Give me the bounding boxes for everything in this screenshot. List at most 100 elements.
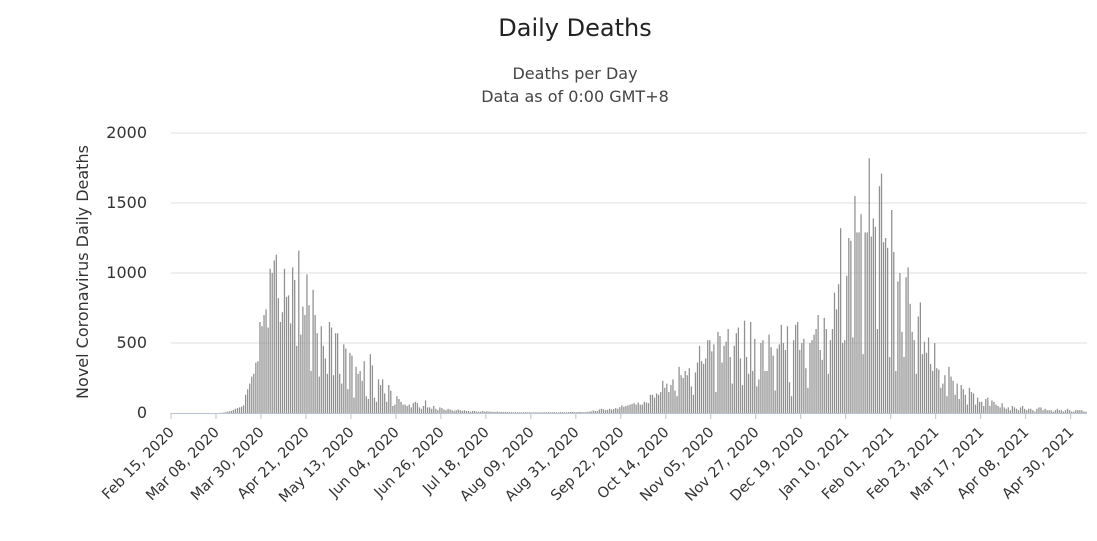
daily-deaths-bar [719,336,721,413]
daily-deaths-bar [547,412,549,413]
daily-deaths-bar [451,410,453,413]
daily-deaths-bar [302,306,304,413]
daily-deaths-bar [852,337,854,413]
daily-deaths-bar [633,403,635,413]
daily-deaths-bar [349,352,351,413]
daily-deaths-bar [1007,407,1009,413]
daily-deaths-bar [678,366,680,413]
daily-deaths-bar [527,412,529,413]
daily-deaths-bar [905,277,907,413]
daily-deaths-bar [797,322,799,413]
daily-deaths-bar [610,409,613,413]
daily-deaths-bar [801,343,803,413]
daily-deaths-bar [492,411,494,413]
daily-deaths-bar [792,340,795,413]
daily-deaths-bar [770,347,772,413]
daily-deaths-bar [635,404,637,413]
daily-deaths-bar [917,316,919,413]
daily-deaths-bar [985,399,987,413]
daily-deaths-bar [882,242,885,413]
daily-deaths-bar [1013,407,1016,413]
daily-deaths-bar [406,406,408,413]
daily-deaths-bar [952,380,954,413]
daily-deaths-bar [498,411,500,413]
daily-deaths-bar [1015,408,1018,413]
daily-deaths-bar [294,280,296,413]
daily-deaths-bar [1011,406,1014,413]
daily-deaths-bar [596,410,598,413]
daily-deaths-bar [555,412,558,413]
daily-deaths-bar [320,326,322,413]
daily-deaths-bar [263,315,265,413]
daily-deaths-bar [379,385,382,413]
daily-deaths-bar [267,327,269,413]
daily-deaths-bar [271,273,273,413]
daily-deaths-bar [578,411,580,413]
daily-deaths-bar [433,406,435,413]
daily-deaths-bar [445,410,447,413]
daily-deaths-bar [915,373,917,413]
daily-deaths-bar [621,405,623,413]
daily-deaths-bar [991,400,993,413]
daily-deaths-bar [449,409,451,413]
daily-deaths-bar [874,226,877,413]
daily-deaths-bar [932,371,934,413]
daily-deaths-bar [1021,406,1024,413]
daily-deaths-bar [453,410,455,413]
daily-deaths-bar [608,408,611,413]
daily-deaths-bar [1017,410,1020,413]
daily-deaths-bar [660,392,662,413]
daily-deaths-bar [690,386,692,413]
daily-deaths-bar [784,350,787,413]
daily-deaths-bar [668,392,670,413]
daily-deaths-bar [242,405,245,413]
daily-deaths-bar [386,401,388,413]
chart-subtitle-line-1: Deaths per Day [512,64,638,83]
daily-deaths-bar [989,406,991,413]
daily-deaths-bar [758,379,760,413]
daily-deaths-bar [381,379,384,413]
daily-deaths-bar [913,340,915,413]
daily-deaths-bar [664,387,666,413]
daily-deaths-bar [997,406,999,413]
daily-deaths-bar [1056,408,1058,413]
daily-deaths-bar [649,394,652,413]
daily-deaths-bar [956,383,958,413]
daily-deaths-bar [1081,410,1083,413]
daily-deaths-bar [467,410,470,413]
daily-deaths-bar [981,401,983,413]
daily-deaths-bar [623,406,625,413]
daily-deaths-bar [745,357,748,413]
daily-deaths-bar [958,399,960,413]
daily-deaths-bar [283,268,286,413]
daily-deaths-bar [858,232,860,413]
daily-deaths-bar [754,338,756,413]
daily-deaths-bar [976,397,979,413]
daily-deaths-bar [1085,411,1087,413]
daily-deaths-bar [964,394,966,413]
daily-deaths-bar [889,357,891,413]
daily-deaths-bar [860,214,862,413]
daily-deaths-bar [529,412,531,413]
daily-deaths-bar [645,402,648,413]
daily-deaths-bar [494,411,496,413]
daily-deaths-bar [715,392,717,413]
daily-deaths-bar [974,404,977,413]
daily-deaths-bar [643,401,645,413]
daily-deaths-bar [987,397,989,413]
daily-deaths-bar [408,404,410,413]
daily-deaths-bar [950,376,952,413]
daily-deaths-bar [459,410,461,413]
daily-deaths-bar [339,373,341,413]
daily-deaths-bar [257,361,259,413]
daily-deaths-bar [711,351,713,413]
daily-deaths-bar [1077,410,1079,413]
daily-deaths-bar [760,343,762,413]
daily-deaths-bar [488,411,490,413]
daily-deaths-bar [876,329,879,413]
daily-deaths-bar [377,379,380,413]
daily-deaths-bar [574,412,576,413]
daily-deaths-bar [314,315,316,413]
daily-deaths-bar [862,354,864,413]
daily-deaths-bar [709,340,711,413]
